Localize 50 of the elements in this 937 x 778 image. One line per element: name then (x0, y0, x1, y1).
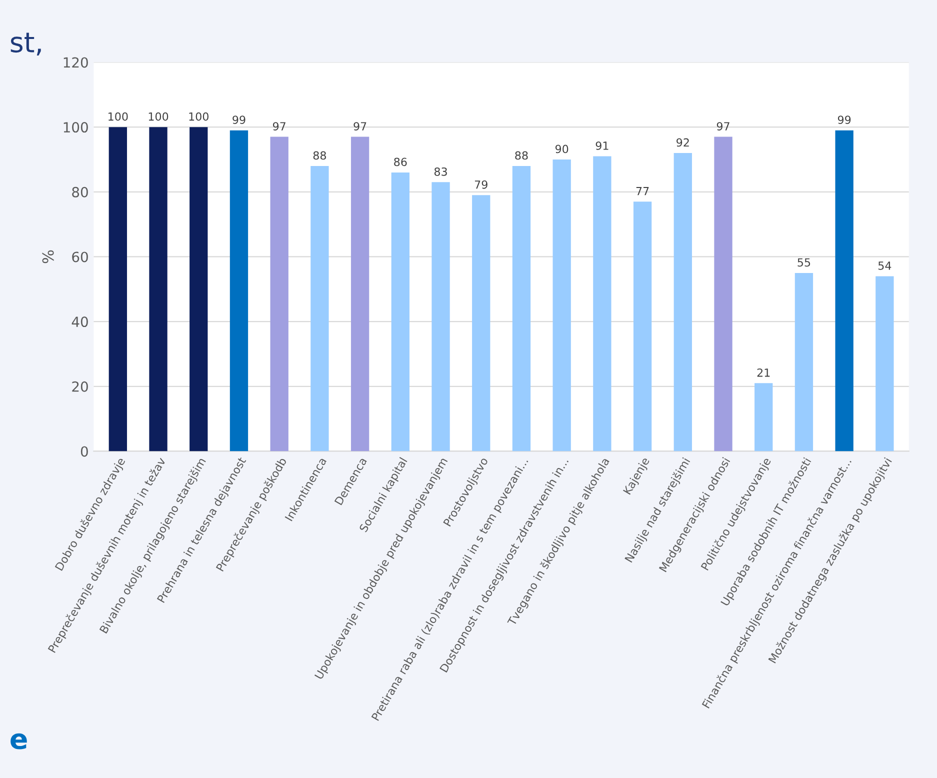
bar (512, 166, 531, 452)
bar (754, 383, 773, 452)
bar (108, 127, 127, 452)
bar (391, 172, 410, 452)
bar (310, 166, 329, 452)
text: st, (10, 32, 41, 56)
data-label: 99 (838, 116, 851, 124)
y-tick-label: 0 (80, 446, 88, 457)
text: e (10, 733, 27, 750)
data-label: 97 (716, 122, 730, 130)
data-label: 79 (474, 180, 488, 189)
data-label: 77 (636, 187, 649, 196)
data-label: 92 (676, 138, 689, 147)
bar (230, 130, 248, 452)
y-tick-label: 40 (72, 316, 88, 328)
data-label: 91 (596, 142, 608, 150)
bar (794, 272, 814, 452)
bar (552, 159, 571, 452)
data-label: 88 (515, 151, 528, 160)
bar (674, 153, 692, 452)
data-label: 90 (555, 144, 568, 154)
y-tick-label: 20 (72, 381, 88, 392)
data-label: 54 (878, 262, 892, 270)
data-label: 97 (354, 122, 366, 130)
bar (432, 182, 450, 452)
bar (835, 130, 854, 452)
bar (876, 276, 894, 452)
y-tick-label: 60 (72, 252, 88, 262)
y-tick-label: 120 (64, 57, 88, 68)
data-label: 100 (189, 112, 208, 121)
bar (593, 156, 612, 452)
bar (472, 195, 490, 452)
bar (270, 136, 288, 452)
y-tick-label: 100 (64, 122, 88, 133)
data-label: 83 (434, 167, 447, 176)
data-label: 100 (148, 112, 168, 121)
y-axis-title: % (42, 250, 54, 264)
data-label: 100 (108, 112, 128, 121)
data-label: 86 (394, 158, 407, 166)
data-label: 88 (313, 151, 326, 160)
bar (149, 127, 168, 452)
y-tick-label: 80 (72, 186, 88, 198)
data-label: 97 (272, 122, 286, 130)
bar (190, 127, 208, 452)
data-label: 55 (798, 258, 810, 267)
data-label: 99 (232, 116, 246, 124)
bar (633, 202, 652, 452)
bar (714, 136, 732, 452)
data-label: 21 (757, 368, 770, 377)
bar (350, 136, 370, 452)
